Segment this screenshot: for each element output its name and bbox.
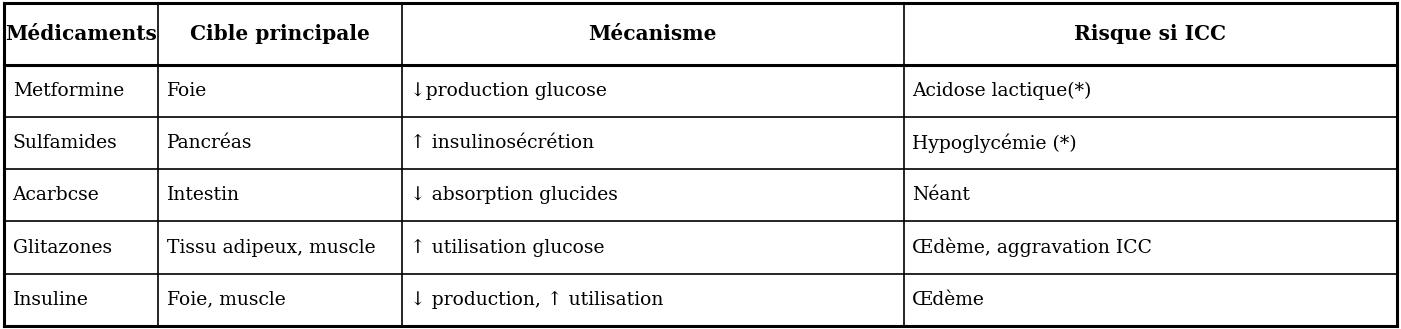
- Text: Tissu adipeux, muscle: Tissu adipeux, muscle: [167, 239, 375, 257]
- Text: Pancréas: Pancréas: [167, 134, 252, 152]
- Text: Œdème, aggravation ICC: Œdème, aggravation ICC: [912, 238, 1152, 257]
- Text: Intestin: Intestin: [167, 187, 240, 204]
- Text: Foie: Foie: [167, 82, 207, 100]
- Text: Œdème: Œdème: [912, 291, 985, 309]
- Text: Glitazones: Glitazones: [13, 239, 112, 257]
- Text: Mécanisme: Mécanisme: [588, 24, 717, 44]
- Text: ↓ production, ↑ utilisation: ↓ production, ↑ utilisation: [410, 291, 664, 309]
- Text: Hypoglycémie (*): Hypoglycémie (*): [912, 134, 1077, 153]
- Text: Risque si ICC: Risque si ICC: [1075, 24, 1226, 44]
- Text: Médicaments: Médicaments: [6, 24, 157, 44]
- Text: ↓production glucose: ↓production glucose: [410, 82, 607, 100]
- Text: Foie, muscle: Foie, muscle: [167, 291, 286, 309]
- Text: Sulfamides: Sulfamides: [13, 134, 118, 152]
- Text: ↓ absorption glucides: ↓ absorption glucides: [410, 187, 618, 204]
- Text: Cible principale: Cible principale: [191, 24, 370, 44]
- Text: Insuline: Insuline: [13, 291, 88, 309]
- Text: Néant: Néant: [912, 187, 969, 204]
- Text: Acarbcse: Acarbcse: [13, 187, 99, 204]
- Text: ↑ utilisation glucose: ↑ utilisation glucose: [410, 239, 605, 257]
- Text: ↑ insulinosécrétion: ↑ insulinosécrétion: [410, 134, 594, 152]
- Text: Acidose lactique(*): Acidose lactique(*): [912, 82, 1091, 100]
- Text: Metformine: Metformine: [13, 82, 123, 100]
